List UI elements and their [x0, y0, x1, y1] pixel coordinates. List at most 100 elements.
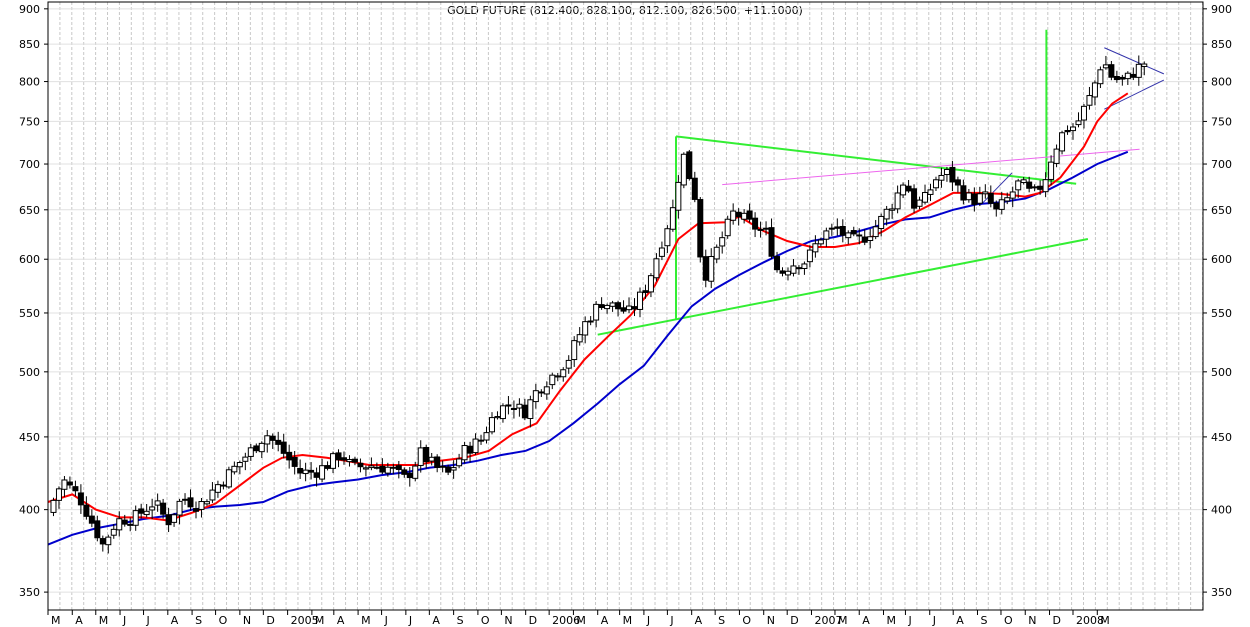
x-tick-label: J — [146, 614, 150, 627]
candle-up — [1009, 191, 1016, 199]
candle-up — [478, 439, 485, 442]
candle-up — [209, 489, 216, 501]
candle-up — [1015, 180, 1022, 191]
candle-down — [861, 236, 868, 243]
candle-up — [105, 536, 112, 546]
candle-up — [554, 375, 561, 378]
candle-down — [1108, 64, 1115, 78]
y-tick-label-right: 650 — [1211, 204, 1232, 217]
candle-up — [1075, 120, 1082, 126]
candle-up — [1042, 179, 1049, 193]
candle-up — [1124, 72, 1131, 80]
candle-up — [319, 465, 326, 480]
x-tick-label: J — [907, 614, 911, 627]
x-tick-label: M — [623, 614, 633, 627]
x-tick-label: A — [432, 614, 440, 627]
candle-down — [746, 210, 753, 220]
x-tick-label: J — [384, 614, 388, 627]
candle-up — [1070, 126, 1077, 132]
y-tick-label-right: 800 — [1211, 76, 1232, 89]
x-tick-label: A — [695, 614, 703, 627]
candle-down — [373, 466, 380, 469]
candle-down — [735, 211, 742, 218]
plot-frame — [47, 1, 1204, 611]
candle-up — [812, 243, 819, 253]
y-tick-label-left: 800 — [19, 76, 40, 89]
x-tick-label: D — [790, 614, 798, 627]
candle-down — [379, 465, 386, 473]
candle-down — [445, 466, 452, 473]
candle-down — [434, 456, 441, 468]
x-tick-label: S — [195, 614, 202, 627]
candle-down — [192, 508, 199, 512]
x-tick-label: 2008 — [1076, 614, 1104, 627]
candle-down — [77, 492, 84, 506]
candle-up — [456, 458, 463, 467]
candle-up — [976, 193, 983, 204]
candle-down — [357, 462, 364, 468]
x-tick-label: D — [1053, 614, 1061, 627]
candle-down — [521, 404, 528, 419]
candle-down — [99, 538, 106, 545]
candle-up — [198, 501, 205, 510]
candle-down — [88, 515, 95, 524]
candle-up — [883, 208, 890, 220]
x-tick-label: 2007 — [814, 614, 842, 627]
x-tick-label: S — [718, 614, 725, 627]
candle-down — [467, 445, 474, 454]
y-tick-label-left: 450 — [19, 431, 40, 444]
candle-up — [488, 417, 495, 433]
candle-down — [1037, 185, 1044, 190]
candle-up — [236, 462, 243, 468]
candle-down — [423, 446, 430, 463]
candle-up — [516, 403, 523, 409]
candle-up — [110, 528, 117, 536]
candle-up — [730, 210, 737, 221]
y-tick-label-left: 900 — [19, 3, 40, 16]
candle-down — [1113, 75, 1120, 81]
candle-up — [532, 390, 539, 403]
trendlines — [597, 29, 1165, 336]
candle-down — [779, 270, 786, 274]
x-tick-label: M — [1100, 614, 1110, 627]
x-tick-label: M — [315, 614, 325, 627]
candle-down — [911, 188, 918, 209]
x-tick-label: O — [219, 614, 228, 627]
candle-up — [242, 456, 249, 462]
candle-down — [839, 225, 846, 236]
candle-down — [752, 217, 759, 230]
trendline-magenta — [722, 148, 1140, 186]
candle-up — [878, 215, 885, 229]
candlesticks — [50, 55, 1148, 554]
y-tick-label-right: 600 — [1211, 253, 1232, 266]
candle-up — [61, 479, 68, 490]
candle-up — [669, 207, 676, 230]
x-tick-label: M — [838, 614, 848, 627]
trendline-navy — [980, 172, 1013, 206]
candle-up — [790, 265, 797, 274]
candle-down — [351, 458, 358, 463]
candle-up — [1097, 69, 1104, 85]
candle-down — [160, 502, 167, 515]
x-tick-label: M — [99, 614, 109, 627]
candle-down — [335, 452, 342, 461]
candle-down — [269, 435, 276, 441]
candle-up — [938, 174, 945, 181]
candle-up — [894, 192, 901, 210]
candle-up — [560, 369, 567, 378]
candle-down — [286, 451, 293, 461]
candle-up — [384, 466, 391, 474]
x-tick-label: O — [742, 614, 751, 627]
candle-down — [987, 192, 994, 204]
x-tick-label: M — [887, 614, 897, 627]
candle-down — [121, 519, 128, 525]
candle-up — [549, 374, 556, 386]
candle-up — [346, 459, 353, 463]
trendline-green — [597, 237, 1089, 336]
candle-up — [412, 465, 419, 479]
candle-down — [291, 457, 298, 467]
candle-up — [203, 501, 210, 505]
x-tick-label: N — [767, 614, 775, 627]
candle-up — [719, 237, 726, 247]
